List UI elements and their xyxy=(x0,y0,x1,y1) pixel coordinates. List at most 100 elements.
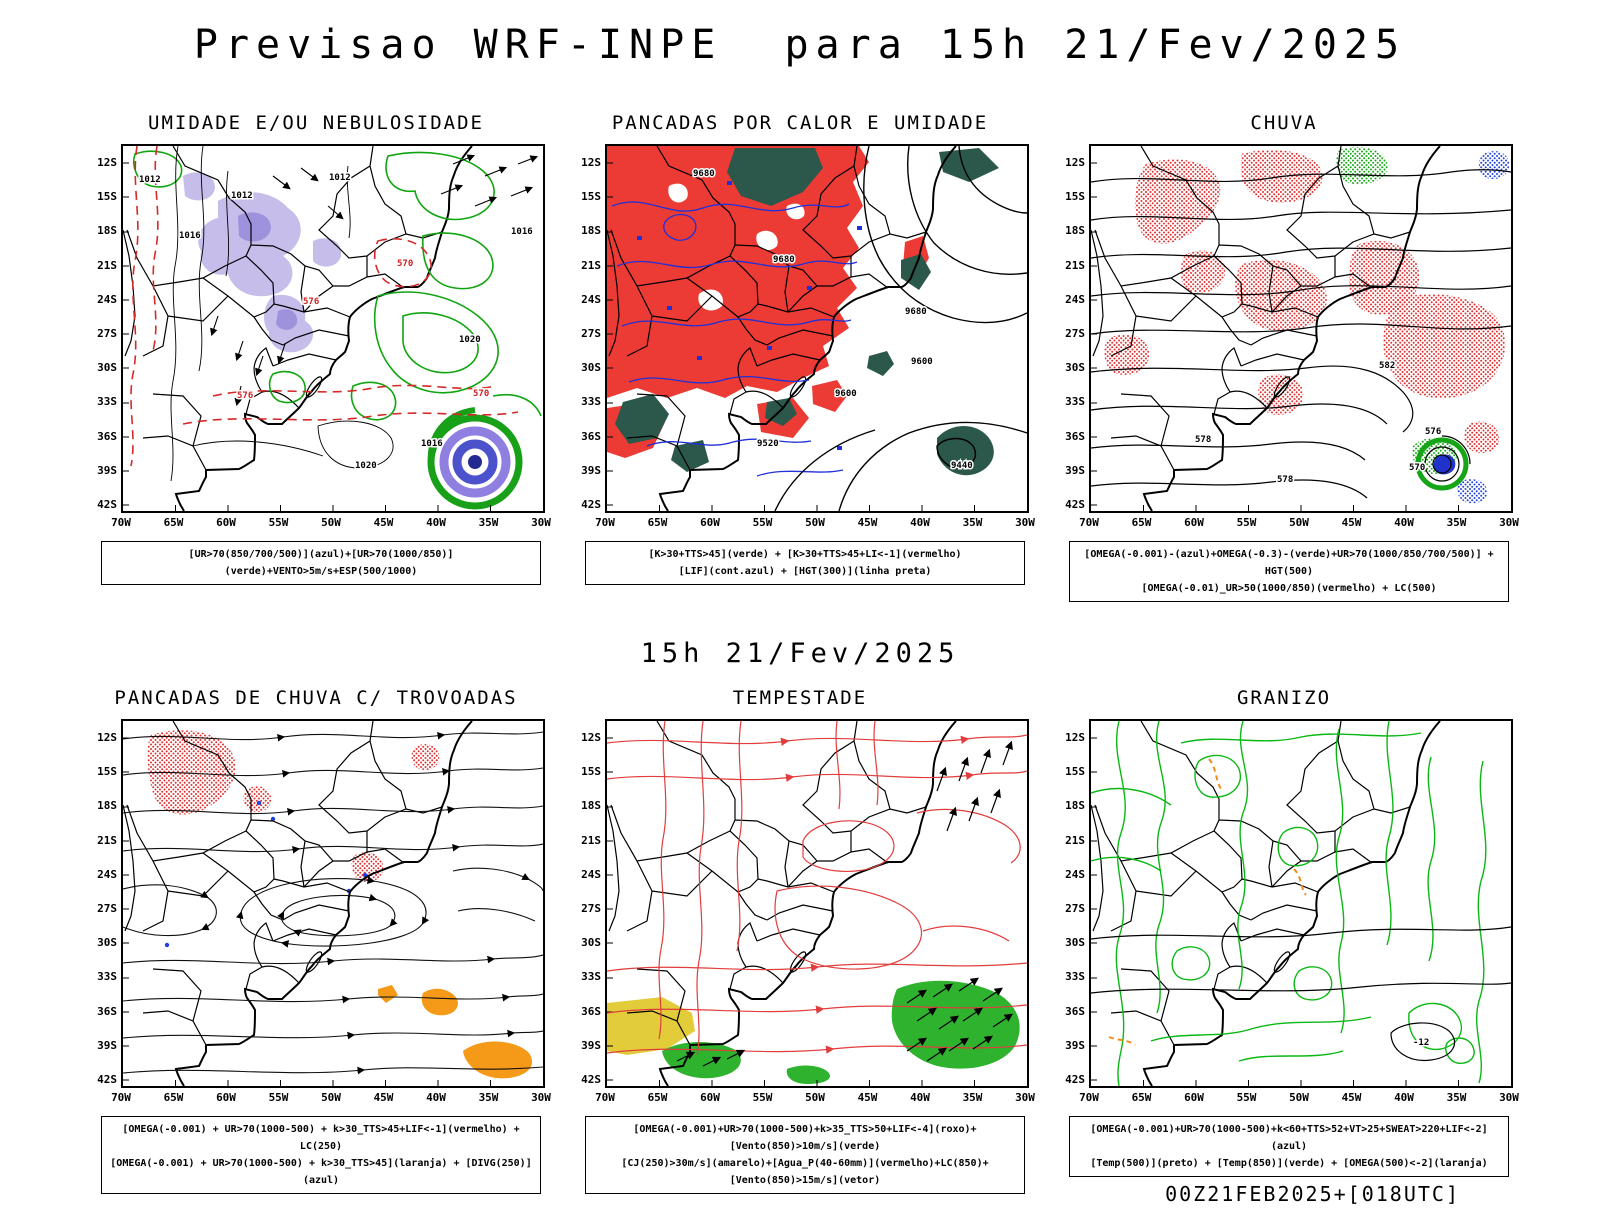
svg-text:578: 578 xyxy=(1195,435,1211,445)
lon-tick-label: 50W xyxy=(321,1091,341,1104)
lon-tick-label: 70W xyxy=(111,1091,131,1104)
humidity-shading-dark xyxy=(238,212,298,330)
lat-tick-label: 27S xyxy=(1065,902,1085,915)
lat-tick-label: 36S xyxy=(97,430,117,443)
lat-tick-label: 42S xyxy=(581,1073,601,1086)
lon-tick-label: 40W xyxy=(910,1091,930,1104)
lon-tick-label: 60W xyxy=(1184,516,1204,529)
red-stipple xyxy=(147,730,440,883)
map-frame: 12S 15S 18S 21S 24S 27S 30S 33S 36S 39S 42S xyxy=(97,719,545,1088)
svg-text:1012: 1012 xyxy=(139,175,161,185)
lat-tick-label: 42S xyxy=(97,1073,117,1086)
caption-line: [OMEGA(-0.001) + UR>70(1000-500) + k>30_… xyxy=(122,1124,520,1152)
lon-tick-label: 60W xyxy=(216,516,236,529)
panel-chuva: CHUVA 12S 15S 18S 21S 24S 27S 30S 33S 36S 39S 42S xyxy=(1055,112,1519,602)
lon-tick-label: 70W xyxy=(1079,516,1099,529)
lon-tick-label: 60W xyxy=(1184,1091,1204,1104)
lon-tick-label: 50W xyxy=(1289,1091,1309,1104)
lat-tick-label: 12S xyxy=(1065,731,1085,744)
forecast-time-caption: 15h 21/Fev/2025 xyxy=(640,638,960,669)
lat-tick-label: 39S xyxy=(581,1039,601,1052)
lat-tick-label: 33S xyxy=(97,970,117,983)
map-pancadas-calor: 9680 9680 9680 9600 9600 9520 9440 xyxy=(607,146,1027,511)
green-rh-contours xyxy=(133,150,542,421)
lon-tick-label: 65W xyxy=(647,1091,668,1104)
lon-tick-label: 45W xyxy=(1341,1091,1362,1104)
lat-axis: 12S 15S 18S 21S 24S 27S 30S 33S 36S 39S 42S xyxy=(1055,146,1087,511)
lon-tick-label: 70W xyxy=(595,516,615,529)
lon-tick-label: 35W xyxy=(962,1091,983,1104)
caption-box: [OMEGA(-0.001)+UR>70(1000-500)+k>35_TTS>… xyxy=(585,1116,1025,1194)
lon-tick-label: 55W xyxy=(268,516,289,529)
wind-vectors xyxy=(676,740,1013,1067)
lat-tick-label: 36S xyxy=(97,1005,117,1018)
lat-axis: 12S 15S 18S 21S 24S 27S 30S 33S 36S 39S 42S xyxy=(571,146,603,511)
map-frame: 12S 15S 18S 21S 24S 27S 30S 33S 36S 39S 42S xyxy=(97,144,545,513)
svg-text:576: 576 xyxy=(237,391,253,401)
lat-tick-label: 15S xyxy=(1065,765,1085,778)
svg-text:578: 578 xyxy=(1277,475,1293,485)
caption-line: [OMEGA(-0.001) + UR>70(1000-500) + k>30_… xyxy=(110,1158,532,1186)
lon-tick-label: 40W xyxy=(426,516,446,529)
svg-text:9680: 9680 xyxy=(693,169,715,179)
lat-tick-label: 15S xyxy=(97,765,117,778)
lat-tick-label: 18S xyxy=(97,799,117,812)
lat-tick-label: 24S xyxy=(581,293,601,306)
panel-trovoadas: PANCADAS DE CHUVA C/ TROVOADAS 12S 15S 18S… xyxy=(87,687,551,1194)
lon-tick-label: 40W xyxy=(1394,516,1414,529)
lon-tick-label: 55W xyxy=(1236,1091,1257,1104)
pressure-contours xyxy=(170,146,394,482)
lat-tick-label: 33S xyxy=(1065,970,1085,983)
temp850-green-contours xyxy=(1091,721,1487,1086)
svg-text:582: 582 xyxy=(1379,361,1395,371)
lat-tick-label: 27S xyxy=(1065,327,1085,340)
lat-tick-label: 30S xyxy=(581,361,601,374)
rain-red-stipple xyxy=(1104,150,1506,454)
lon-tick-label: 35W xyxy=(1446,1091,1467,1104)
caption-line: [CJ(250)>30m/s](amarelo)+[Agua_P(40-60mm… xyxy=(621,1158,989,1186)
lat-axis: 12S 15S 18S 21S 24S 27S 30S 33S 36S 39S 42S xyxy=(1055,721,1087,1086)
lat-axis: 12S 15S 18S 21S 24S 27S 30S 33S 36S 39S 42S xyxy=(571,721,603,1086)
map-frame: 12S 15S 18S 21S 24S 27S 30S 33S 36S 39S 42S xyxy=(581,144,1029,513)
humidity-shading-layer xyxy=(183,172,342,353)
lat-tick-label: 33S xyxy=(97,395,117,408)
panel-pancadas-calor: PANCADAS POR CALOR E UMIDADE 12S 15S 18S 21… xyxy=(571,112,1035,585)
jet-yellow-fill xyxy=(607,997,695,1055)
lif-blue-contours xyxy=(611,201,858,477)
lat-tick-label: 24S xyxy=(97,868,117,881)
lon-tick-label: 45W xyxy=(373,1091,394,1104)
lat-tick-label: 21S xyxy=(581,259,601,272)
lat-tick-label: 39S xyxy=(581,464,601,477)
lon-tick-label: 70W xyxy=(595,1091,615,1104)
lon-tick-label: 55W xyxy=(1236,516,1257,529)
lon-tick-label: 55W xyxy=(268,1091,289,1104)
caption-box: [OMEGA(-0.001)-(azul)+OMEGA(-0.3)-(verde… xyxy=(1069,541,1509,602)
lat-tick-label: 12S xyxy=(581,731,601,744)
lat-tick-label: 24S xyxy=(97,293,117,306)
caption-box: [K>30+TTS>45](verde) + [K>30+TTS>45+LI<-… xyxy=(585,541,1025,585)
omega-orange-dashes xyxy=(1108,758,1307,1046)
contour-labels: -12 xyxy=(1412,1037,1431,1050)
green-ring xyxy=(1415,437,1469,491)
panel-title: UMIDADE E/OU NEBULOSIDADE xyxy=(148,112,484,134)
svg-text:1012: 1012 xyxy=(231,191,253,201)
svg-text:1020: 1020 xyxy=(355,461,377,471)
temp500-black-contours xyxy=(1091,926,1511,1062)
caption-line: [K>30+TTS>45](verde) + [K>30+TTS>45+LI<-… xyxy=(648,549,962,560)
footer-timestamp: 00Z21FEB2025+[018UTC] xyxy=(1165,1182,1460,1206)
panel-title: GRANIZO xyxy=(1236,687,1332,709)
lon-tick-label: 50W xyxy=(321,516,341,529)
caption-line: [LIF](cont.azul) + [HGT(300)](linha pret… xyxy=(678,566,932,577)
lon-axis: 70W 65W 60W 55W 50W 45W 40W 35W 30W xyxy=(595,513,1035,531)
svg-text:576: 576 xyxy=(303,297,319,307)
cyclone-swirl xyxy=(427,407,523,510)
blue-dots xyxy=(164,800,368,948)
map-tempestade xyxy=(607,721,1027,1086)
lon-tick-label: 35W xyxy=(962,516,983,529)
lat-tick-label: 30S xyxy=(1065,361,1085,374)
contour-labels: 1012 1012 1016 1012 1016 576 570 1020 57… xyxy=(138,172,535,473)
lat-tick-label: 24S xyxy=(1065,868,1085,881)
lon-tick-label: 35W xyxy=(1446,516,1467,529)
svg-text:9440: 9440 xyxy=(951,461,973,471)
caption-box: [UR>70(850/700/500)](azul)+[UR>70(1000/8… xyxy=(101,541,541,585)
